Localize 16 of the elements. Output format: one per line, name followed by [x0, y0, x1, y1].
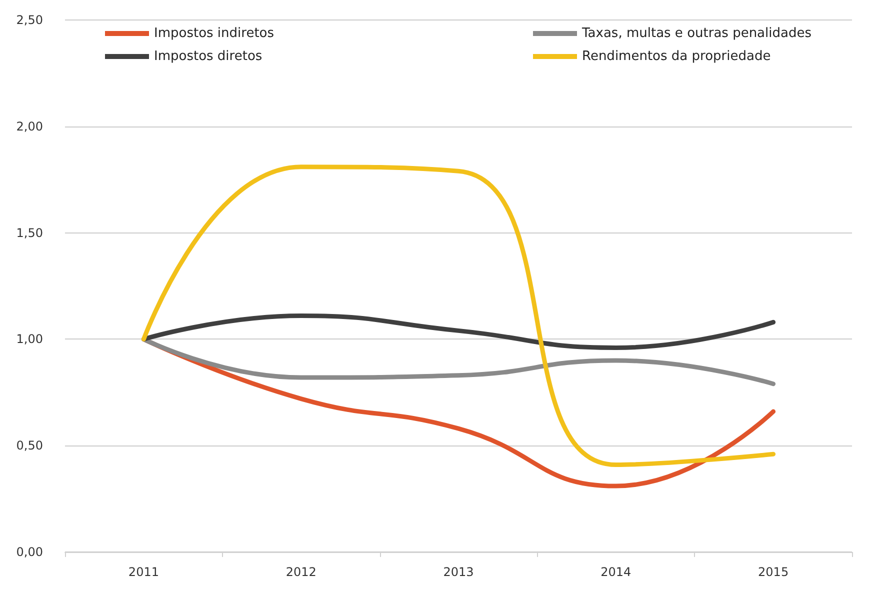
- x-tick-label: 2014: [600, 565, 632, 579]
- legend-label: Impostos indiretos: [154, 26, 274, 41]
- x-tick-label: 2012: [286, 565, 316, 579]
- legend-label: Rendimentos da propriedade: [582, 49, 771, 64]
- y-tick-label: 1,50: [16, 226, 43, 240]
- y-tick-label: 1,00: [16, 332, 43, 346]
- y-tick-label: 2,50: [16, 13, 43, 27]
- legend-label: Taxas, multas e outras penalidades: [581, 26, 812, 41]
- y-tick-label: 2,00: [16, 119, 43, 134]
- y-tick-label: 0,00: [16, 545, 43, 559]
- x-tick-label: 2011: [128, 565, 159, 579]
- x-tick-label: 2015: [758, 565, 789, 579]
- y-tick-label: 0,50: [16, 438, 43, 453]
- line-series: [141, 164, 776, 467]
- x-tick-label: 2013: [443, 565, 474, 579]
- legend-label: Impostos diretos: [154, 49, 262, 64]
